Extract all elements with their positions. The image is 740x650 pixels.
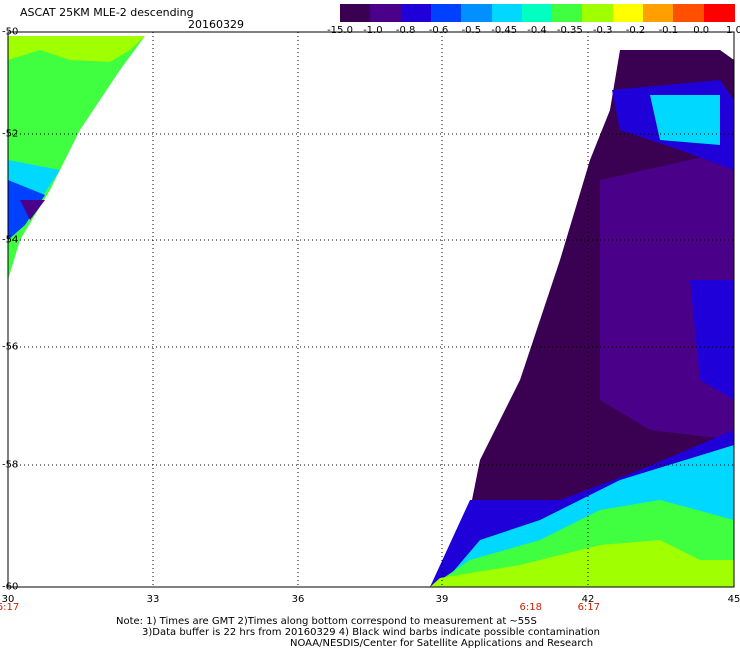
right-swath-top-cyan bbox=[650, 95, 720, 145]
left-swath-purple bbox=[20, 200, 45, 220]
footnote-line-2: 3)Data buffer is 22 hrs from 20160329 4)… bbox=[142, 627, 600, 638]
latitude-label: -50 bbox=[2, 26, 19, 38]
colorbar-tick-label: -0.6 bbox=[428, 25, 449, 36]
swath-layer bbox=[8, 36, 734, 587]
longitude-label: 36 bbox=[291, 594, 305, 605]
left-swath-lime bbox=[8, 36, 145, 62]
colorbar-tick-label: -0.35 bbox=[556, 25, 583, 36]
time-label: 6:17 bbox=[0, 602, 20, 613]
map-date: 20160329 bbox=[188, 18, 244, 31]
latitude-label: -60 bbox=[2, 581, 19, 593]
longitude-label: 42 bbox=[581, 594, 595, 605]
longitude-label: 39 bbox=[435, 594, 449, 605]
right-swath-blue bbox=[690, 280, 734, 400]
colorbar-segment bbox=[521, 4, 554, 22]
latitude-label: -52 bbox=[2, 128, 19, 140]
colorbar-tick-label: -0.4 bbox=[527, 25, 547, 36]
color-scale-bar bbox=[340, 4, 735, 22]
grid-lines bbox=[8, 32, 734, 587]
colorbar-tick-label: -0.45 bbox=[491, 25, 518, 36]
map-title: ASCAT 25KM MLE-2 descending bbox=[20, 6, 194, 19]
colorbar-tick-label: -0.2 bbox=[625, 25, 646, 36]
colorbar-segment bbox=[673, 4, 705, 22]
latitude-label: -58 bbox=[2, 459, 19, 471]
colorbar-segment bbox=[491, 4, 523, 22]
right-swath-bottom-lime bbox=[430, 540, 734, 587]
left-swath-green bbox=[8, 36, 145, 280]
colorbar-tick-label: -0.5 bbox=[461, 25, 482, 36]
longitude-label: 45 bbox=[727, 594, 740, 605]
latitude-label: -56 bbox=[2, 341, 19, 353]
colorbar-segment bbox=[370, 4, 402, 22]
footnote-line-3: NOAA/NESDIS/Center for Satellite Applica… bbox=[290, 638, 594, 649]
colorbar-segment bbox=[612, 4, 645, 22]
colorbar-segment bbox=[461, 4, 493, 22]
longitude-label: 30 bbox=[1, 594, 15, 605]
colorbar-tick-label: -0.3 bbox=[592, 25, 613, 36]
colorbar-tick-label: -15.0 bbox=[327, 25, 353, 36]
latitude-label: -54 bbox=[2, 234, 19, 246]
colorbar-tick-label: 1.0 bbox=[726, 25, 740, 36]
colorbar-segment bbox=[703, 4, 735, 22]
colorbar-segment bbox=[430, 4, 463, 22]
time-label: 6:17 bbox=[577, 602, 601, 613]
footnote-line-1: Note: 1) Times are GMT 2)Times along bot… bbox=[116, 616, 537, 627]
colorbar-segment bbox=[643, 4, 675, 22]
colorbar-segment bbox=[340, 4, 372, 22]
longitude-label: 33 bbox=[146, 594, 160, 605]
colorbar-segment bbox=[552, 4, 584, 22]
colorbar-tick-label: -0.1 bbox=[658, 25, 679, 36]
colorbar-segment bbox=[400, 4, 432, 22]
time-label: 6:18 bbox=[519, 602, 542, 613]
colorbar-segment bbox=[582, 4, 614, 22]
colorbar-tick-label: -0.8 bbox=[395, 25, 416, 36]
colorbar-tick-label: -1.0 bbox=[363, 25, 383, 36]
plot-frame bbox=[7, 31, 735, 588]
colorbar-tick-label: 0.0 bbox=[693, 25, 710, 36]
